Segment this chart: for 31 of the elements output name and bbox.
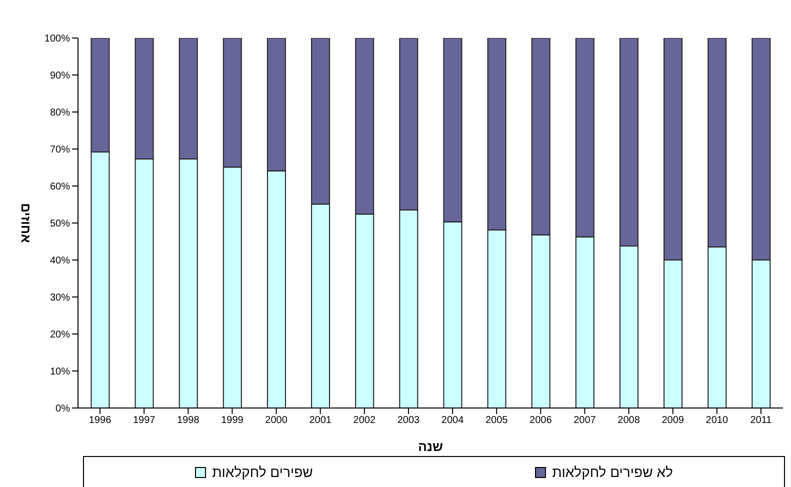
y-tick-label: 100%: [44, 34, 70, 45]
y-tick-label: 20%: [50, 330, 70, 341]
x-tick-label: 2000: [265, 415, 288, 426]
x-tick-label: 2005: [485, 415, 508, 426]
y-tick-label: 80%: [50, 108, 70, 119]
x-tick-label: 1997: [132, 415, 156, 426]
legend-label: לא שפירים לחקלאות: [552, 464, 673, 480]
x-tick-label: 2002: [353, 415, 376, 426]
y-tick-label: 50%: [50, 218, 70, 230]
x-tick-label: 2007: [574, 415, 596, 426]
x-tick-label: 2009: [662, 415, 684, 426]
x-tick-label: 2011: [750, 415, 772, 426]
y-tick-label: 70%: [50, 144, 70, 156]
y-tick-label: 60%: [50, 182, 70, 193]
y-axis-title: אחוזים: [18, 203, 34, 243]
x-tick-label: 2010: [706, 415, 728, 426]
y-tick-label: 40%: [50, 256, 70, 267]
y-tick-label: 30%: [50, 292, 70, 304]
x-tick-label: 2006: [530, 415, 552, 426]
x-tick-label: 2004: [441, 415, 464, 426]
legend-label: שפירים לחקלאות: [212, 464, 313, 480]
x-tick-label: 1998: [177, 415, 200, 426]
x-tick-label: 1999: [221, 415, 244, 426]
y-tick-label: 0%: [56, 404, 70, 415]
x-tick-label: 2008: [618, 415, 640, 426]
y-tick-label: 90%: [50, 70, 70, 82]
y-tick-label: 10%: [50, 366, 70, 378]
x-tick-label: 2003: [397, 415, 420, 426]
x-axis-title: שנה: [418, 439, 443, 454]
x-tick-label: 1996: [88, 415, 112, 426]
x-tick-label: 2001: [309, 415, 332, 426]
